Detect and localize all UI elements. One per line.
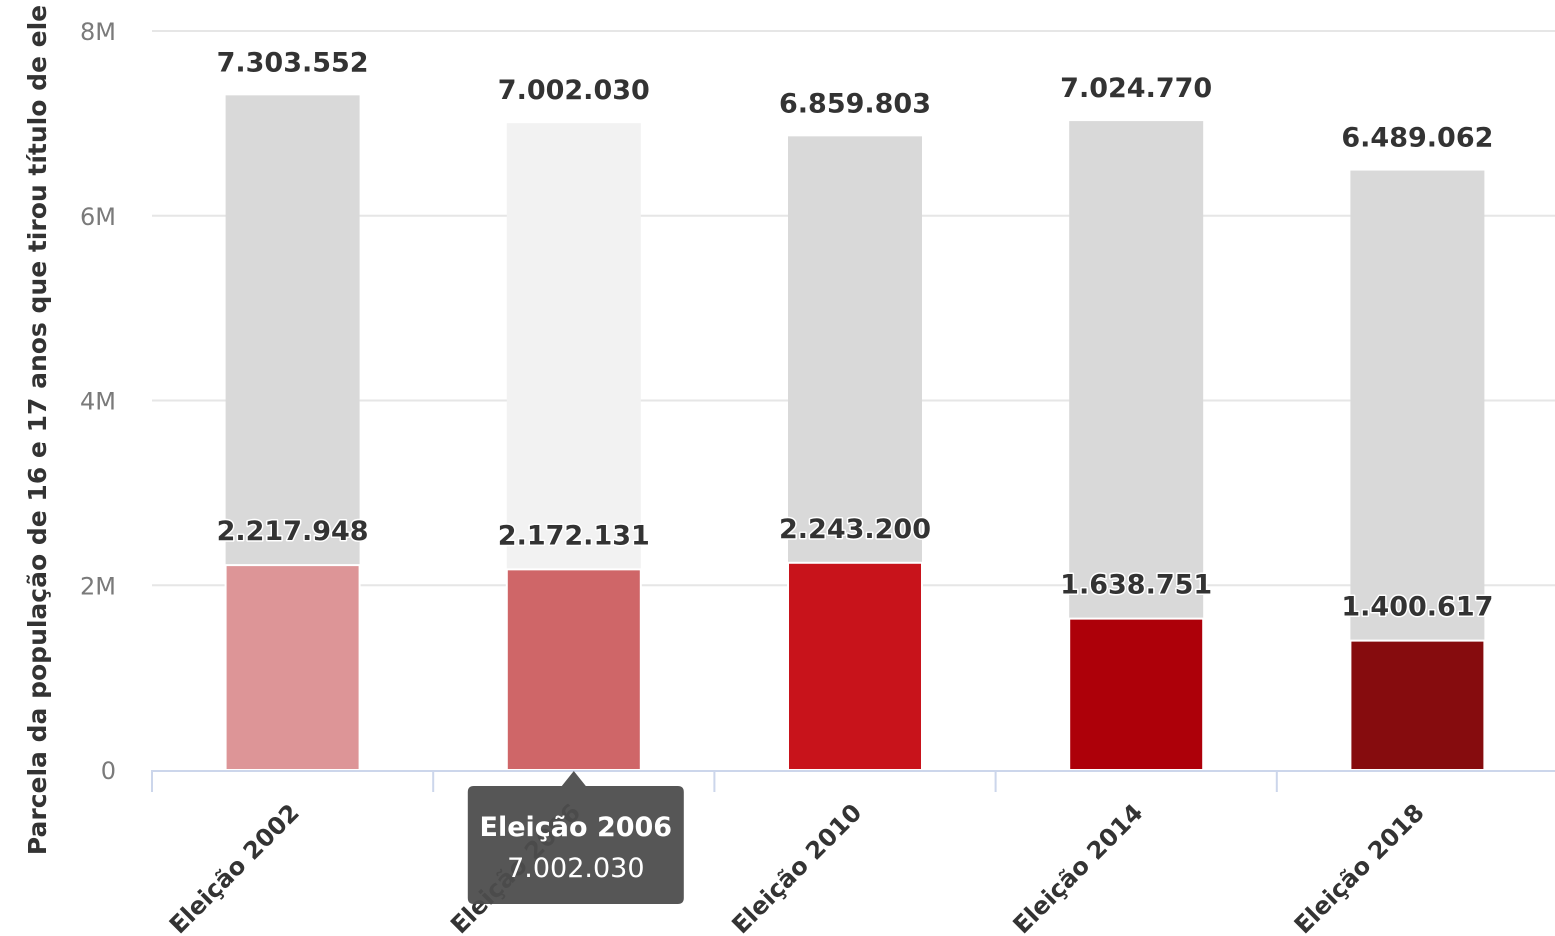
- data-label-part: 1.638.751: [1060, 570, 1212, 601]
- x-tick-label: Eleição 2002: [164, 798, 305, 936]
- x-tick-label: Eleição 2018: [1289, 798, 1430, 936]
- bar-part[interactable]: [787, 561, 923, 772]
- tooltip-box: [467, 771, 684, 904]
- data-label-part: 2.243.200: [779, 514, 931, 545]
- bar-part[interactable]: [1349, 639, 1486, 771]
- y-tick-label: 0: [101, 757, 116, 785]
- x-tick-label: Eleição 2014: [1008, 798, 1149, 936]
- tooltip-title: Eleição 2006: [480, 812, 673, 843]
- data-label-total: 7.024.770: [1060, 73, 1212, 104]
- data-label-part: 1.400.617: [1341, 592, 1493, 623]
- data-label-part: 2.217.948: [217, 516, 369, 547]
- bar-part[interactable]: [1068, 617, 1205, 771]
- tooltip-value: 7.002.030: [507, 853, 644, 884]
- data-labels: 7.303.552 2.217.948 7.002.030 2.172.131 6.85…: [215, 46, 1495, 624]
- data-label-total: 6.859.803: [779, 88, 931, 119]
- y-tick-label: 2M: [80, 572, 116, 600]
- data-label-total: 7.303.552: [217, 47, 369, 78]
- data-label-part: 2.172.131: [498, 520, 650, 551]
- bar-part[interactable]: [224, 564, 361, 772]
- tooltip: Eleição 2006 7.002.030: [467, 771, 684, 904]
- y-tick-label: 4M: [80, 388, 116, 416]
- x-tick-label: Eleição 2010: [726, 798, 867, 936]
- bar-part[interactable]: [505, 568, 642, 772]
- data-label-total: 6.489.062: [1341, 123, 1493, 154]
- y-tick-label: 8M: [80, 18, 116, 46]
- y-tick-label: 6M: [80, 203, 116, 231]
- y-axis-ticks: 0 2M 4M 6M 8M: [80, 18, 116, 785]
- y-axis-label: Parcela da população de 16 e 17 anos que…: [23, 5, 52, 855]
- x-axis: [151, 770, 1555, 792]
- data-label-total: 7.002.030: [498, 75, 650, 106]
- bars: [224, 95, 1486, 772]
- x-axis-ticks: Eleição 2002 Eleição 2006 Eleição 2010 Elei…: [164, 798, 1430, 936]
